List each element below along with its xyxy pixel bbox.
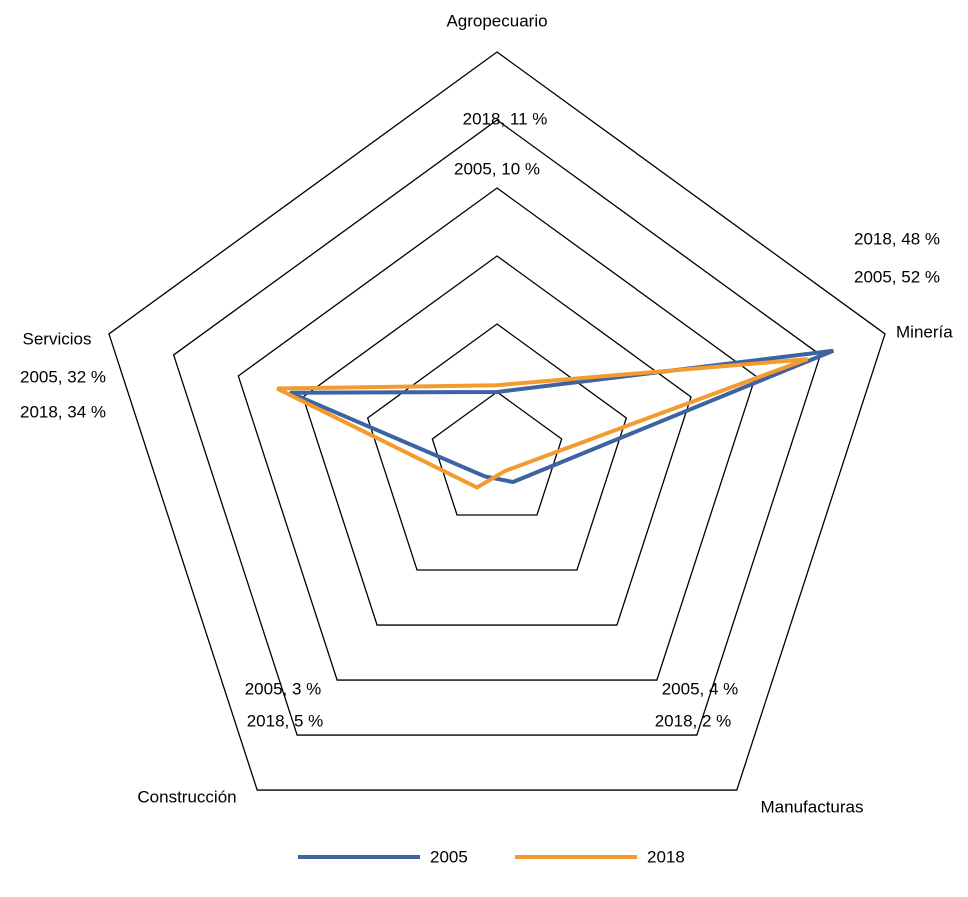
data-label: 2005, 3 % (245, 679, 322, 698)
category-label: Manufacturas (761, 797, 864, 816)
category-label: Servicios (23, 329, 92, 348)
category-label: Agropecuario (446, 11, 547, 30)
grid-ring (108, 51, 886, 791)
series-line (276, 357, 809, 490)
data-label: 2005, 32 % (20, 367, 106, 386)
data-label: 2018, 2 % (655, 711, 732, 730)
data-label: 2018, 5 % (247, 711, 324, 730)
series-line (289, 348, 835, 485)
data-label: 2005, 10 % (454, 159, 540, 178)
category-label: Construcción (137, 787, 236, 806)
grid-ring (172, 119, 822, 736)
category-label: Minería (896, 322, 953, 341)
grid-ring (431, 391, 563, 516)
grid-ring (237, 187, 757, 681)
data-label: 2018, 48 % (854, 229, 940, 248)
data-label: 2018, 11 % (463, 109, 548, 128)
legend-label: 2018 (647, 847, 685, 866)
data-label: 2018, 34 % (20, 402, 106, 421)
data-label: 2005, 4 % (662, 679, 739, 698)
data-label: 2005, 52 % (854, 267, 940, 286)
grid-ring (366, 323, 628, 571)
legend-label: 2005 (430, 847, 468, 866)
